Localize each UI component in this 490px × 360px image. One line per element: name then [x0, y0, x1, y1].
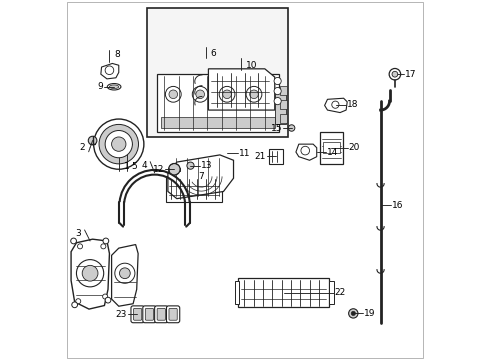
Circle shape [274, 77, 281, 85]
Polygon shape [296, 144, 317, 160]
Circle shape [274, 98, 281, 105]
FancyBboxPatch shape [167, 306, 180, 323]
Polygon shape [157, 74, 279, 132]
Circle shape [94, 119, 144, 169]
Circle shape [76, 260, 104, 287]
FancyBboxPatch shape [157, 309, 166, 320]
Circle shape [99, 125, 139, 164]
Text: 14: 14 [327, 148, 339, 157]
Circle shape [120, 268, 130, 279]
Circle shape [115, 263, 135, 283]
Polygon shape [238, 278, 329, 307]
Text: 4: 4 [141, 161, 147, 170]
Text: 5: 5 [132, 162, 137, 171]
Polygon shape [320, 132, 343, 164]
Circle shape [71, 238, 76, 244]
Text: 15: 15 [271, 123, 282, 132]
Text: 10: 10 [245, 61, 257, 70]
Circle shape [101, 244, 106, 249]
Circle shape [219, 86, 235, 102]
Text: 22: 22 [334, 288, 345, 297]
Circle shape [102, 294, 108, 299]
Polygon shape [166, 176, 221, 202]
Text: 7: 7 [198, 172, 204, 181]
Polygon shape [235, 282, 239, 304]
Text: 2: 2 [79, 143, 85, 152]
Text: 16: 16 [392, 201, 403, 210]
Circle shape [105, 131, 132, 158]
Circle shape [192, 86, 208, 102]
Text: 13: 13 [200, 161, 212, 170]
Ellipse shape [107, 84, 121, 90]
Text: 19: 19 [364, 309, 375, 318]
Text: 3: 3 [76, 229, 81, 238]
FancyBboxPatch shape [155, 306, 168, 323]
Text: 20: 20 [349, 143, 360, 152]
Circle shape [82, 265, 98, 281]
FancyBboxPatch shape [133, 309, 142, 320]
Polygon shape [168, 155, 234, 199]
Circle shape [76, 299, 81, 304]
Circle shape [72, 302, 77, 308]
Circle shape [169, 163, 180, 175]
Bar [280, 100, 287, 109]
Polygon shape [324, 98, 347, 113]
FancyBboxPatch shape [169, 309, 177, 320]
Circle shape [351, 311, 355, 316]
Bar [147, 8, 288, 137]
Circle shape [169, 90, 177, 99]
Bar [280, 114, 287, 123]
Circle shape [77, 244, 82, 249]
Text: 17: 17 [405, 70, 416, 79]
Bar [323, 142, 340, 153]
FancyBboxPatch shape [143, 306, 156, 323]
Circle shape [246, 86, 262, 102]
Circle shape [103, 238, 109, 244]
Circle shape [289, 125, 295, 131]
Polygon shape [329, 282, 334, 304]
Text: 8: 8 [115, 50, 120, 59]
Circle shape [332, 101, 339, 108]
Circle shape [250, 90, 258, 99]
Polygon shape [270, 149, 283, 164]
Text: 18: 18 [347, 100, 358, 109]
Circle shape [223, 90, 231, 99]
Circle shape [105, 297, 111, 303]
Bar [275, 90, 286, 125]
FancyBboxPatch shape [146, 309, 153, 320]
Text: 21: 21 [254, 152, 266, 161]
Text: 12: 12 [153, 165, 165, 174]
Circle shape [274, 87, 281, 95]
Circle shape [166, 86, 181, 102]
Text: 11: 11 [239, 149, 250, 158]
Polygon shape [208, 69, 275, 110]
Text: 6: 6 [211, 49, 216, 58]
Ellipse shape [109, 85, 119, 89]
Text: 9: 9 [97, 82, 103, 91]
Circle shape [112, 137, 126, 151]
Circle shape [105, 66, 114, 75]
Text: 1: 1 [124, 162, 129, 171]
Circle shape [392, 71, 398, 77]
Circle shape [88, 136, 97, 145]
FancyBboxPatch shape [131, 306, 144, 323]
Bar [280, 86, 287, 95]
Circle shape [389, 68, 401, 80]
Polygon shape [71, 239, 109, 309]
Bar [161, 117, 275, 128]
Polygon shape [101, 63, 119, 79]
Circle shape [301, 146, 310, 155]
Circle shape [196, 90, 204, 99]
Circle shape [187, 162, 194, 169]
Polygon shape [112, 244, 138, 306]
Circle shape [349, 309, 358, 318]
Text: 23: 23 [116, 310, 127, 319]
